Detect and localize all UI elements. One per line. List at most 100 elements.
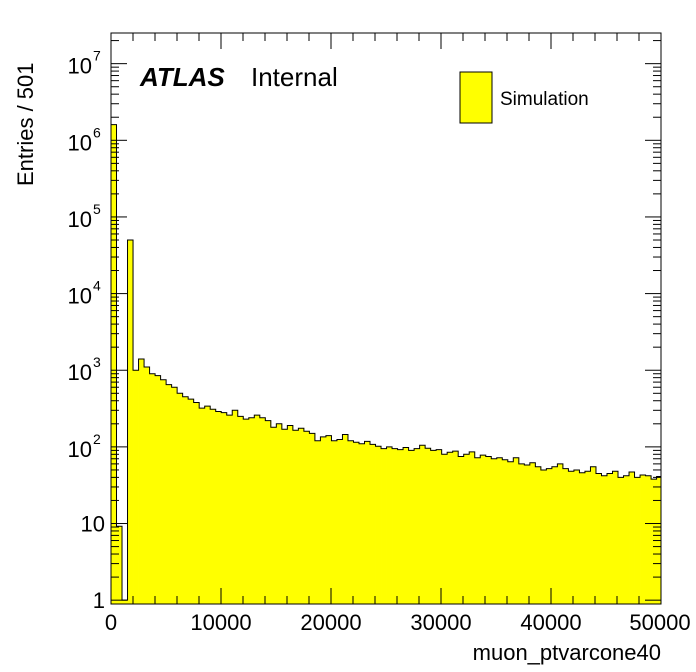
histogram-bar [458, 456, 465, 604]
histogram-bar [491, 458, 498, 604]
histogram-bar [364, 441, 371, 604]
histogram-bar [375, 446, 382, 604]
histogram-bar [590, 466, 597, 604]
legend-swatch [459, 71, 493, 124]
x-tick-label: 10000 [190, 610, 251, 635]
plot-frame [110, 32, 662, 605]
atlas-label: ATLAS [139, 62, 225, 92]
histogram-bar [215, 411, 222, 604]
histogram-bar [177, 393, 184, 604]
histogram-bar [496, 457, 503, 604]
y-tick-label: 10 [68, 284, 92, 309]
histogram-bar [634, 477, 641, 604]
histogram-bars [111, 124, 662, 604]
histogram-bar [281, 429, 288, 604]
histogram-bar [259, 417, 266, 604]
x-axis-title: muon_ptvarcone40 [473, 640, 661, 665]
histogram-bar [122, 600, 128, 604]
histogram-bar [166, 384, 173, 604]
histogram-bar [480, 455, 487, 604]
histogram-bar [392, 448, 398, 604]
y-tick-exponent: 7 [93, 48, 101, 64]
histogram-bar [111, 124, 117, 604]
histogram-bar [640, 474, 646, 604]
y-axis-title: Entries / 501 [13, 62, 38, 186]
histogram-bar [193, 402, 200, 604]
axis-ticks [110, 33, 662, 604]
histogram-bar [562, 468, 569, 604]
histogram-bar [155, 375, 161, 604]
y-tick-label: 10 [68, 207, 92, 232]
histogram-bar [524, 465, 531, 604]
histogram-bar [370, 444, 376, 604]
x-tick-label: 50000 [629, 610, 690, 635]
histogram-bar [226, 415, 233, 604]
histogram-bar [303, 431, 310, 604]
y-tick-exponent: 5 [93, 201, 101, 217]
histogram-bar [551, 466, 558, 604]
y-tick-label: 10 [68, 130, 92, 155]
histogram-bar [325, 435, 332, 604]
y-tick-label: 10 [68, 54, 92, 79]
histogram-bar [314, 440, 321, 604]
histogram-bar [557, 463, 564, 604]
y-tick-exponent: 3 [93, 354, 101, 370]
x-tick-label: 30000 [410, 610, 471, 635]
histogram-bar [629, 472, 635, 604]
histogram-bar [309, 433, 316, 604]
histogram-bar [618, 477, 624, 604]
histogram-bar [584, 471, 591, 604]
histogram-bar [133, 370, 139, 604]
legend-entry-simulation: Simulation [500, 89, 589, 110]
histogram-bar [469, 451, 476, 604]
histogram-bar [430, 450, 437, 604]
histogram-bar [623, 475, 630, 604]
histogram-bar [447, 452, 454, 604]
y-tick-label: 10 [68, 437, 92, 462]
y-tick-exponent: 6 [93, 124, 101, 140]
histogram-bar [595, 473, 602, 604]
histogram-bar [381, 448, 387, 604]
histogram-bar [171, 387, 178, 604]
histogram-bar [254, 415, 261, 604]
histogram-bar [182, 396, 189, 604]
y-tick-label: 1 [93, 588, 105, 613]
histogram-bar [645, 475, 652, 604]
y-tick-label: 10 [81, 512, 105, 537]
histogram-bar [397, 449, 404, 604]
x-tick-label: 0 [105, 610, 117, 635]
y-tick-exponent: 2 [93, 431, 101, 447]
histogram-bar [568, 471, 575, 604]
histogram-bar [573, 469, 580, 604]
histogram-bar [612, 471, 619, 604]
histogram-bar [414, 448, 421, 604]
histogram-bar [474, 457, 481, 604]
histogram-bar [651, 479, 657, 604]
histogram-bar [265, 420, 272, 604]
histogram-bar [403, 447, 409, 604]
histogram-bar [188, 399, 195, 604]
x-tick-labels: 0 10000 20000 30000 40000 50000 [105, 610, 691, 635]
legend: Simulation [459, 71, 589, 124]
histogram-bar [540, 469, 547, 604]
x-tick-label: 20000 [300, 610, 361, 635]
histogram-bar [199, 408, 206, 604]
histogram-bar [210, 409, 217, 604]
histogram-bar [535, 466, 542, 604]
histogram-bar [138, 359, 145, 604]
histogram-outline [110, 124, 661, 604]
histogram-bar [116, 526, 123, 604]
histogram-bar [359, 443, 365, 604]
histogram-bar [419, 445, 426, 604]
y-tick-label: 10 [68, 360, 92, 385]
x-tick-label: 40000 [520, 610, 581, 635]
histogram-bar [160, 379, 167, 604]
histogram-bar [221, 412, 228, 604]
histogram-bar [232, 410, 239, 604]
histogram-bar [408, 450, 415, 604]
histogram-bar [144, 367, 150, 604]
histogram-bar [287, 425, 294, 604]
histogram-bar [463, 454, 470, 604]
